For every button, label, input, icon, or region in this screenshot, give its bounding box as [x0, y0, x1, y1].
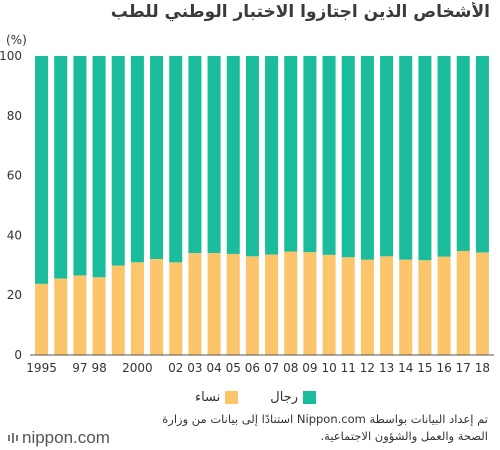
- x-tick-label: 13: [379, 361, 394, 375]
- bar-men: [130, 56, 144, 263]
- bar-men: [111, 56, 125, 266]
- logo-text: nippon.com: [22, 428, 110, 447]
- bar-women: [418, 260, 432, 355]
- bar-men: [245, 56, 259, 257]
- x-tick-label: 06: [245, 361, 260, 375]
- y-tick-label: 100: [0, 49, 22, 63]
- y-tick-label: 0: [14, 348, 22, 362]
- x-tick-label: 2000: [122, 361, 153, 375]
- bar-men: [188, 56, 202, 254]
- bar-men: [360, 56, 374, 260]
- bar-men: [380, 56, 394, 257]
- y-axis-unit: (%): [6, 33, 27, 47]
- legend-item-women: نساء: [194, 390, 239, 405]
- y-tick-label: 20: [7, 288, 22, 302]
- bar-men: [456, 56, 470, 251]
- x-tick-label: 12: [360, 361, 375, 375]
- x-tick-label: 02: [168, 361, 183, 375]
- bar-men: [169, 56, 183, 263]
- y-tick-label: 80: [7, 109, 22, 123]
- bar-men: [437, 56, 451, 257]
- x-tick-label: 18: [475, 361, 490, 375]
- bar-women: [322, 254, 336, 355]
- bar-women: [399, 259, 413, 355]
- legend-swatch-women: [225, 391, 239, 404]
- x-tick-label: 09: [302, 361, 317, 375]
- x-tick-label: 14: [398, 361, 413, 375]
- legend-swatch-men: [303, 391, 316, 404]
- bar-women: [35, 283, 49, 355]
- bar-men: [399, 56, 413, 260]
- bar-men: [284, 56, 298, 252]
- legend: رجال نساء: [169, 390, 316, 405]
- nippon-logo: nippon.com: [8, 428, 110, 448]
- bar-women: [92, 277, 106, 355]
- x-tick-label: 16: [436, 361, 451, 375]
- x-tick-label: 10: [321, 361, 336, 375]
- logo-mark-icon: [8, 433, 18, 443]
- bar-women: [73, 275, 87, 355]
- bar-men: [226, 56, 240, 254]
- bar-men: [303, 56, 317, 253]
- bar-men: [150, 56, 164, 260]
- bar-women: [54, 278, 68, 355]
- x-tick-label: 08: [283, 361, 298, 375]
- bar-women: [303, 252, 317, 355]
- x-tick-label: 11: [341, 361, 356, 375]
- x-tick-label: 03: [187, 361, 202, 375]
- x-tick-label: 98: [91, 361, 106, 375]
- bar-women: [265, 254, 279, 355]
- bar-women: [341, 257, 355, 355]
- x-tick-label: 04: [206, 361, 221, 375]
- bar-men: [73, 56, 87, 276]
- bar-men: [322, 56, 336, 255]
- bar-women: [360, 259, 374, 355]
- x-tick-label: 1995: [26, 361, 57, 375]
- bar-men: [418, 56, 432, 261]
- bar-women: [456, 250, 470, 355]
- x-tick-label: 17: [456, 361, 471, 375]
- x-tick-label: 05: [226, 361, 241, 375]
- bar-women: [284, 251, 298, 355]
- bar-men: [54, 56, 68, 279]
- stacked-bar-chart: 0 20 40 60 80 100 1995 97 98 2000 02 03 04 05 06 07 08 09…: [0, 49, 494, 375]
- x-tick-label: 15: [417, 361, 432, 375]
- bar-women: [169, 262, 183, 355]
- source-note: تم إعداد البيانات بواسطة Nippon.com استن…: [162, 412, 488, 443]
- legend-item-men: رجال: [270, 390, 316, 405]
- bar-women: [437, 256, 451, 355]
- bar-women: [111, 265, 125, 355]
- bar-women: [226, 253, 240, 355]
- bar-women: [245, 256, 259, 355]
- bar-women: [188, 253, 202, 355]
- bar-men: [207, 56, 221, 254]
- x-tick-label: 97: [72, 361, 87, 375]
- bar-women: [475, 252, 489, 355]
- y-tick-label: 40: [7, 228, 22, 242]
- bar-men: [475, 56, 489, 253]
- x-tick-label: 07: [264, 361, 279, 375]
- bar-men: [35, 56, 49, 284]
- bar-men: [265, 56, 279, 255]
- bar-women: [130, 262, 144, 355]
- bar-women: [380, 256, 394, 355]
- legend-label-men: رجال: [270, 390, 298, 405]
- bar-women: [150, 259, 164, 355]
- chart-title: الأشخاص الذين اجتازوا الاختبار الوطني لل…: [110, 2, 490, 22]
- bar-women: [207, 253, 221, 355]
- bar-men: [341, 56, 355, 258]
- legend-label-women: نساء: [194, 390, 221, 405]
- bar-men: [92, 56, 106, 278]
- y-tick-label: 60: [7, 169, 22, 183]
